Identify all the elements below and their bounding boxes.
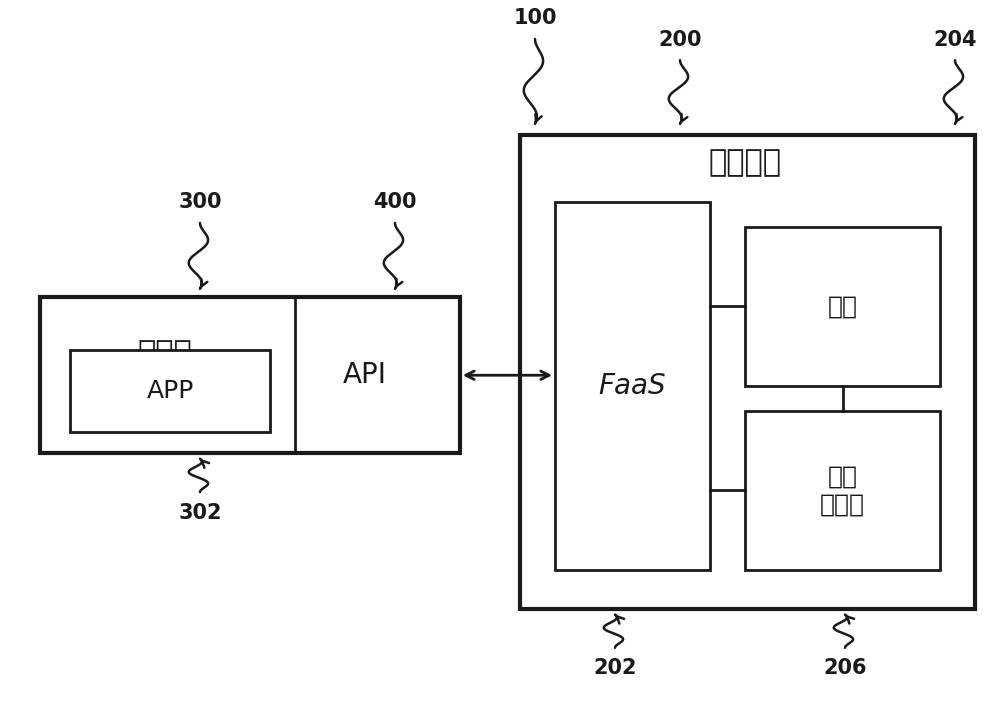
Text: 100: 100: [513, 8, 557, 28]
Text: 300: 300: [178, 193, 222, 212]
Bar: [520, 135, 975, 609]
Bar: [40, 297, 460, 453]
Text: 对象
存储器: 对象 存储器: [820, 464, 865, 516]
Bar: [70, 350, 270, 432]
Text: API: API: [343, 361, 387, 389]
Text: 数据中心: 数据中心: [708, 149, 782, 177]
Bar: [745, 411, 940, 570]
Bar: [555, 202, 710, 570]
Text: APP: APP: [146, 379, 194, 403]
Text: 302: 302: [178, 503, 222, 523]
Text: 206: 206: [823, 658, 867, 678]
Bar: [745, 227, 940, 386]
Text: 204: 204: [933, 30, 977, 50]
Text: FaaS: FaaS: [599, 372, 666, 400]
Text: 200: 200: [658, 30, 702, 50]
Text: 400: 400: [373, 193, 417, 212]
Text: 202: 202: [593, 658, 637, 678]
Text: 客户端: 客户端: [138, 340, 192, 368]
Text: 硬件: 硬件: [828, 295, 858, 318]
